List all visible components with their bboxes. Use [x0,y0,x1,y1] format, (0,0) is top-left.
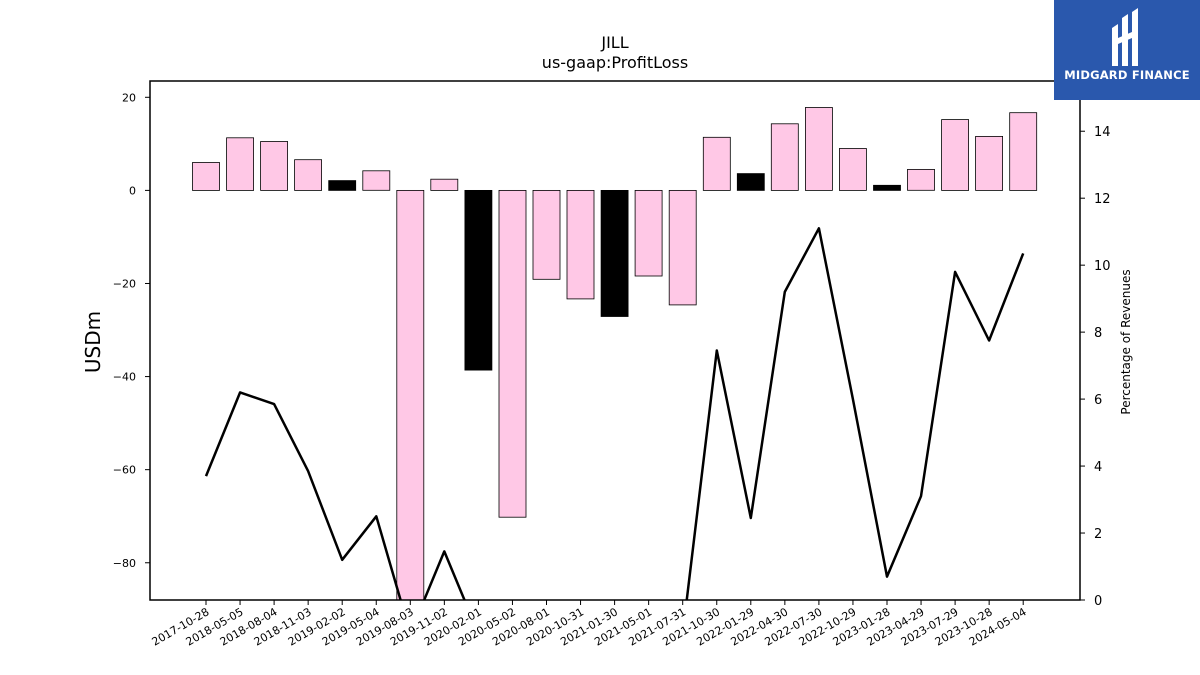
bar-2024-05-04 [1009,112,1038,191]
bar-2018-11-03 [294,159,323,191]
bar-2018-08-04 [260,141,289,191]
bars-layer [192,107,1038,601]
bar-2019-05-04 [362,170,391,191]
y-tick-label: 20 [122,91,136,104]
y2-axis-label: Percentage of Revenues [1119,269,1133,414]
bar-2020-05-02 [498,189,527,518]
y-tick-label: −20 [113,277,136,290]
y2-tick-label: 2 [1094,527,1102,542]
y2-tick-label: 6 [1094,393,1102,408]
y-tick-label: 0 [129,184,136,197]
bar-2019-08-03 [396,189,425,601]
y2-tick-label: 14 [1094,125,1111,140]
bar-2017-10-28 [192,162,220,191]
midgard-logo-icon [1112,8,1138,66]
bar-2020-08-01 [532,189,561,280]
bar-2020-02-01 [464,189,493,371]
plot-frame [149,80,1081,601]
y2-tick-label: 4 [1094,460,1102,475]
bar-2018-05-05 [226,137,255,191]
chart-subtitle: us-gaap:ProfitLoss [542,53,688,72]
bar-2019-02-02 [328,180,357,191]
bar-2020-10-31 [566,189,595,300]
y2-tick-label: 0 [1094,594,1102,609]
y2-axis-ticks: 0 2 4 6 8 10 12 14 [1080,125,1111,609]
y-axis-ticks: 20 0 −20 −40 −60 −80 [113,91,150,570]
bar-2023-04-29 [907,168,935,191]
line-layer [204,227,1025,600]
y2-tick-label: 8 [1094,326,1102,341]
bar-2022-07-30 [805,107,833,191]
bar-2019-11-02 [430,178,459,191]
y-tick-label: −80 [113,557,136,570]
bar-2021-01-30 [600,189,629,317]
y-tick-label: −60 [113,464,136,477]
midgard-logo: MIDGARD FINANCE [1054,0,1200,100]
bar-2022-10-29 [839,148,867,191]
y2-tick-label: 10 [1094,259,1111,274]
y-axis-label: USDm [81,311,105,373]
bar-2022-04-30 [770,123,799,191]
y-tick-label: −40 [113,371,136,384]
bar-2021-07-31 [668,189,697,306]
bar-2023-10-28 [975,135,1003,191]
bar-2023-01-28 [873,184,901,191]
bar-2021-10-30 [702,136,731,191]
bar-2022-01-29 [736,173,765,191]
logo-text: MIDGARD FINANCE [1064,68,1190,82]
bar-2023-07-29 [941,119,969,191]
chart-title: JILL [600,33,628,52]
bar-2021-05-01 [634,189,663,277]
x-axis-ticks: 2017-10-282018-05-052018-08-042018-11-03… [150,600,1029,649]
y2-tick-label: 12 [1094,192,1111,207]
percentage-line [204,227,1025,600]
